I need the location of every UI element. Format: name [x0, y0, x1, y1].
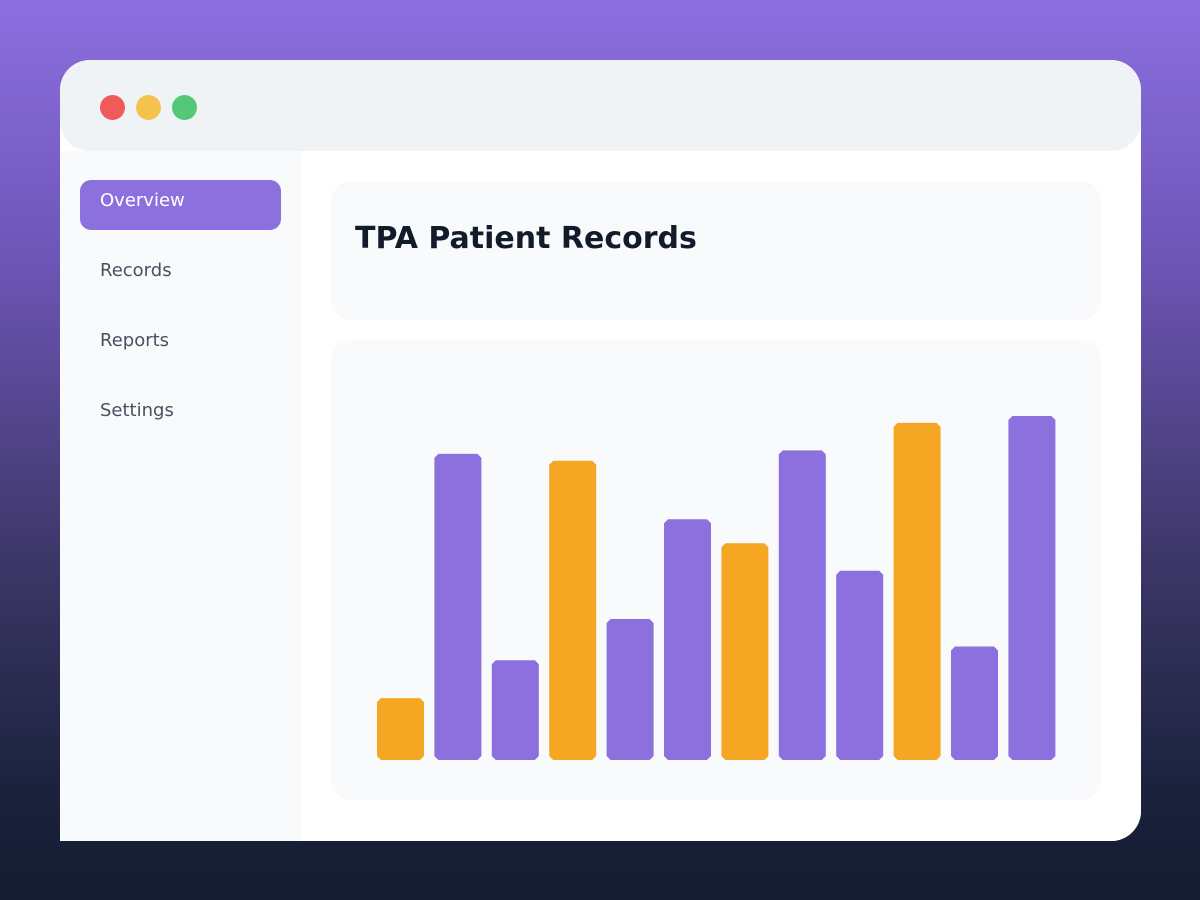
header-card: TPA Patient Records — [331, 181, 1101, 320]
sidebar-item-records[interactable]: Records — [100, 260, 172, 281]
chart-bar-8 — [778, 450, 826, 760]
bar-chart — [377, 416, 1056, 760]
sidebar-item-reports[interactable]: Reports — [100, 330, 170, 351]
chart-bar-3 — [491, 660, 539, 760]
maximize-button[interactable] — [172, 95, 197, 120]
chart-bar-11 — [951, 646, 998, 760]
close-button[interactable] — [100, 95, 125, 120]
chart-bar-1 — [377, 698, 424, 760]
chart-bar-2 — [434, 453, 482, 760]
chart-bar-10 — [893, 422, 941, 760]
chart-bar-9 — [836, 570, 884, 760]
main-content: TPA Patient Records — [301, 151, 1141, 841]
app-window: Overview Records Reports Settings TPA Pa… — [60, 60, 1141, 841]
chart-bar-5 — [606, 618, 654, 760]
sidebar: Overview Records Reports Settings — [60, 151, 301, 841]
sidebar-item-overview[interactable]: Overview — [80, 180, 281, 230]
chart-bar-7 — [721, 543, 769, 760]
chart-bar-12 — [1008, 416, 1056, 760]
sidebar-item-settings[interactable]: Settings — [100, 400, 174, 421]
page-title: TPA Patient Records — [355, 221, 697, 256]
chart-bar-4 — [549, 460, 597, 760]
chart-bar-6 — [664, 519, 711, 760]
title-bar — [60, 60, 1141, 151]
minimize-button[interactable] — [136, 95, 161, 120]
chart-card — [331, 340, 1101, 800]
